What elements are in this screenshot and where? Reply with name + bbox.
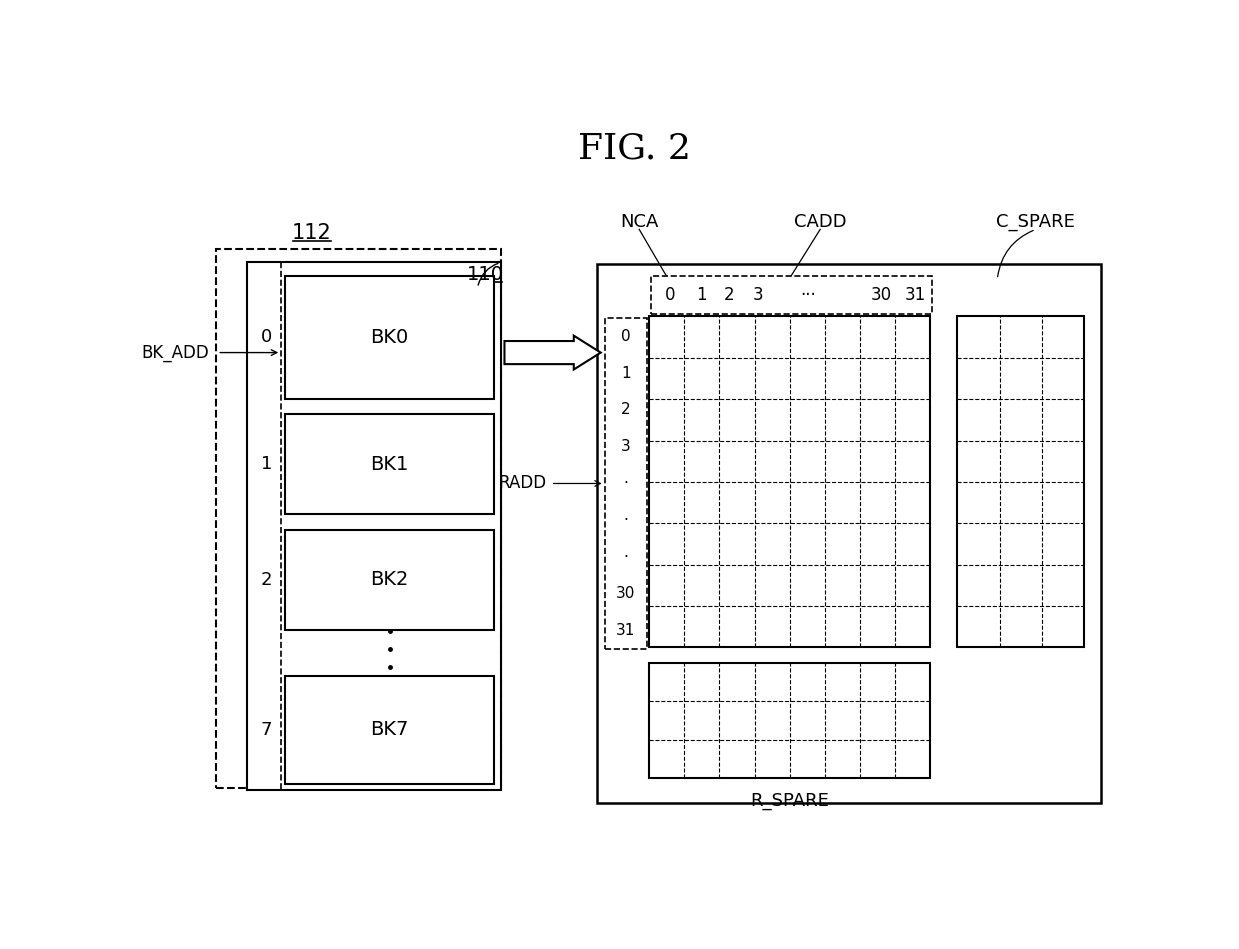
Bar (285, 530, 494, 630)
Text: 31: 31 (616, 623, 636, 638)
Text: FIG. 2: FIG. 2 (579, 132, 691, 165)
Text: 1: 1 (260, 456, 271, 474)
Text: 3: 3 (752, 286, 763, 304)
Bar (650, 275, 932, 314)
Bar (649, 316, 930, 647)
Text: 1: 1 (621, 365, 631, 381)
Text: 0: 0 (260, 328, 271, 346)
Bar (216, 249, 501, 788)
Bar (958, 316, 1084, 647)
Bar (649, 663, 930, 778)
Text: 31: 31 (904, 286, 926, 304)
Text: 0: 0 (621, 328, 631, 344)
Text: ·: · (623, 476, 628, 491)
Text: 30: 30 (616, 586, 636, 602)
Text: BK1: BK1 (370, 455, 409, 474)
Text: 112: 112 (292, 223, 332, 243)
Bar (285, 414, 494, 514)
Text: RADD: RADD (498, 474, 546, 493)
Text: ·: · (623, 512, 628, 528)
Text: CADD: CADD (794, 213, 846, 231)
Text: NCA: NCA (620, 213, 658, 231)
Text: R_SPARE: R_SPARE (751, 792, 829, 810)
Text: ·: · (623, 549, 628, 565)
FancyArrow shape (504, 336, 601, 369)
Bar (605, 318, 647, 649)
Text: BK0: BK0 (370, 327, 409, 346)
Text: 2: 2 (621, 402, 631, 418)
Text: 30: 30 (871, 286, 892, 304)
Text: C_SPARE: C_SPARE (996, 213, 1075, 231)
Text: 0: 0 (665, 286, 675, 304)
Text: 2: 2 (260, 570, 271, 588)
Text: 3: 3 (621, 439, 631, 455)
Text: 1: 1 (696, 286, 706, 304)
Bar (597, 264, 1101, 803)
Text: 2: 2 (724, 286, 735, 304)
Text: ···: ··· (800, 286, 817, 304)
Text: BK2: BK2 (370, 570, 409, 589)
Text: BK7: BK7 (370, 720, 409, 739)
Bar (285, 676, 494, 784)
Text: 7: 7 (260, 721, 271, 739)
Bar (247, 263, 501, 790)
Text: BK_ADD: BK_ADD (141, 344, 209, 362)
Text: 110: 110 (467, 265, 504, 284)
Bar (285, 275, 494, 399)
